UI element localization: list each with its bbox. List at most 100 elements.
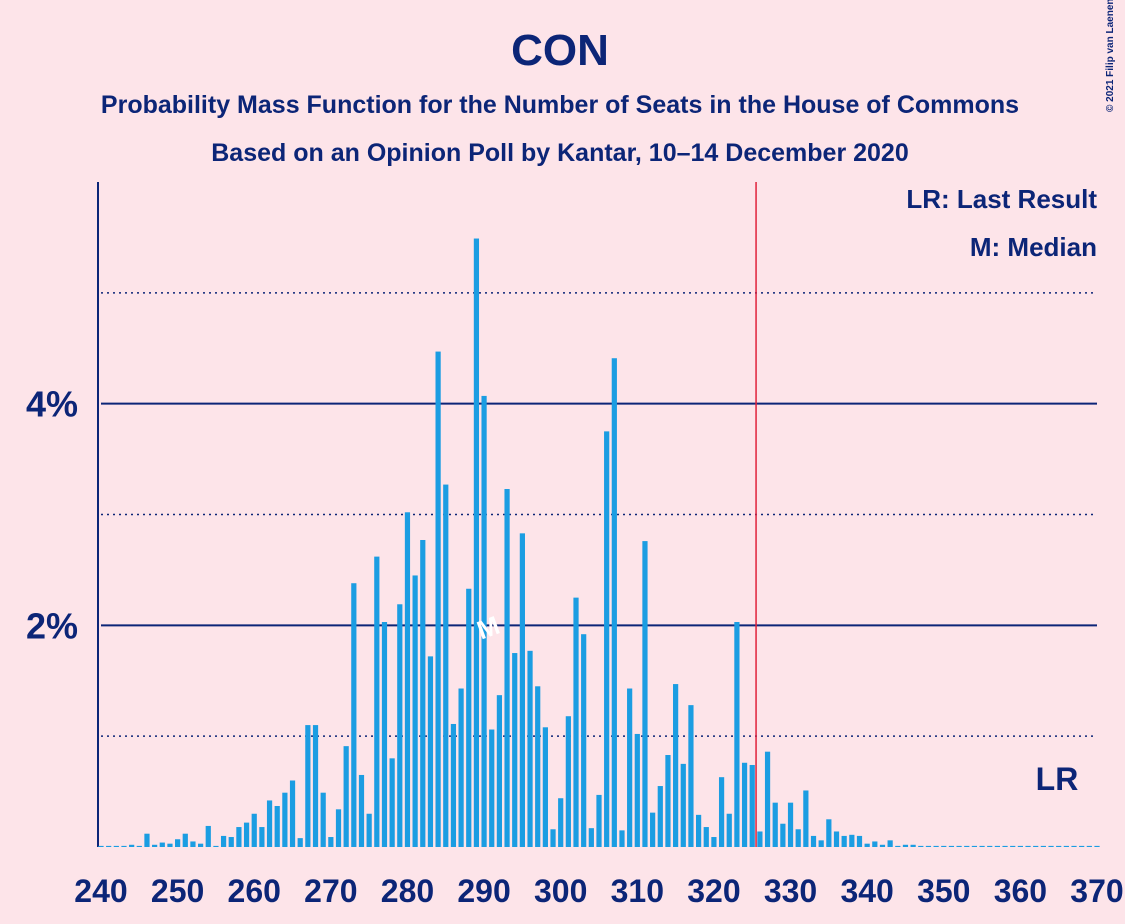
bar [113, 845, 119, 847]
bar [734, 622, 740, 847]
bar [1094, 845, 1100, 847]
bar [343, 746, 349, 847]
bar [573, 597, 579, 847]
bar [397, 604, 403, 847]
bar [987, 845, 993, 847]
bar [297, 838, 303, 847]
bar [772, 802, 778, 847]
chart-subtitle: Probability Mass Function for the Number… [101, 91, 1019, 119]
bar [213, 845, 219, 847]
bar [994, 845, 1001, 847]
bar [826, 819, 832, 847]
x-tick-label: 250 [151, 873, 204, 909]
bar [136, 845, 142, 847]
bar [1025, 845, 1031, 847]
bar [619, 830, 625, 847]
bar [718, 777, 725, 847]
bar [627, 688, 633, 847]
chart-subtitle: Based on an Opinion Poll by Kantar, 10–1… [211, 139, 909, 167]
bar [404, 512, 411, 847]
bar [581, 634, 587, 847]
bar [106, 845, 112, 847]
bar [864, 843, 870, 847]
bar [144, 833, 150, 847]
legend-entry: M: Median [970, 232, 1097, 262]
bar [312, 725, 319, 847]
bar [496, 695, 503, 847]
x-tick-label: 290 [457, 873, 510, 909]
bar [695, 814, 702, 847]
bar [473, 238, 480, 847]
bar [726, 813, 732, 847]
bar [274, 805, 280, 847]
bar [504, 489, 510, 847]
bar [1079, 845, 1085, 847]
bar [466, 588, 472, 847]
bar [389, 758, 395, 847]
bar [412, 575, 418, 847]
bar [450, 723, 457, 847]
x-tick-label: 320 [687, 873, 740, 909]
x-tick-label: 310 [611, 873, 664, 909]
bar [527, 650, 533, 847]
bar [856, 835, 863, 847]
x-tick-label: 300 [534, 873, 587, 909]
bar [458, 688, 464, 847]
bar [481, 395, 487, 847]
bar [588, 828, 594, 847]
bar [650, 812, 656, 847]
bar [703, 827, 709, 847]
bar [872, 841, 878, 847]
bar [665, 755, 671, 847]
bar [795, 829, 801, 847]
bar [443, 484, 449, 847]
bar [427, 656, 434, 847]
bar [634, 733, 640, 847]
bar [159, 842, 165, 847]
bar [1002, 845, 1008, 847]
bar [657, 786, 663, 847]
bar [757, 831, 763, 847]
bar [228, 837, 234, 847]
bar [979, 845, 985, 847]
bar [741, 762, 748, 847]
bar [558, 798, 564, 847]
bar [129, 844, 135, 847]
bar [305, 725, 311, 847]
bar [673, 684, 679, 847]
credit: © 2021 Filip van Laenen [1105, 0, 1116, 112]
bar [550, 829, 556, 847]
bar [236, 827, 242, 847]
last-result-label: LR [1036, 761, 1079, 797]
bar [810, 835, 817, 847]
bar [1010, 845, 1016, 847]
bar [688, 705, 694, 847]
bar [182, 833, 188, 847]
bar [833, 831, 840, 847]
bar [948, 845, 955, 847]
bar [98, 845, 104, 847]
y-tick-label: 4% [26, 384, 78, 425]
bar [251, 813, 257, 847]
bar [1056, 845, 1062, 847]
bar [565, 716, 571, 847]
bar [220, 835, 227, 847]
bar [956, 845, 962, 847]
bar [335, 809, 342, 847]
bar [933, 845, 939, 847]
bar [328, 837, 334, 847]
bar [749, 764, 755, 847]
bar [910, 844, 916, 847]
bar [964, 845, 970, 847]
legend-entry: LR: Last Result [906, 184, 1097, 214]
bar [941, 845, 947, 847]
bar [366, 813, 372, 847]
bar [190, 841, 196, 847]
bar [895, 845, 901, 847]
bar [596, 794, 602, 847]
x-tick-label: 260 [228, 873, 281, 909]
x-tick-label: 360 [994, 873, 1047, 909]
bar [381, 622, 388, 847]
bar [1017, 845, 1023, 847]
